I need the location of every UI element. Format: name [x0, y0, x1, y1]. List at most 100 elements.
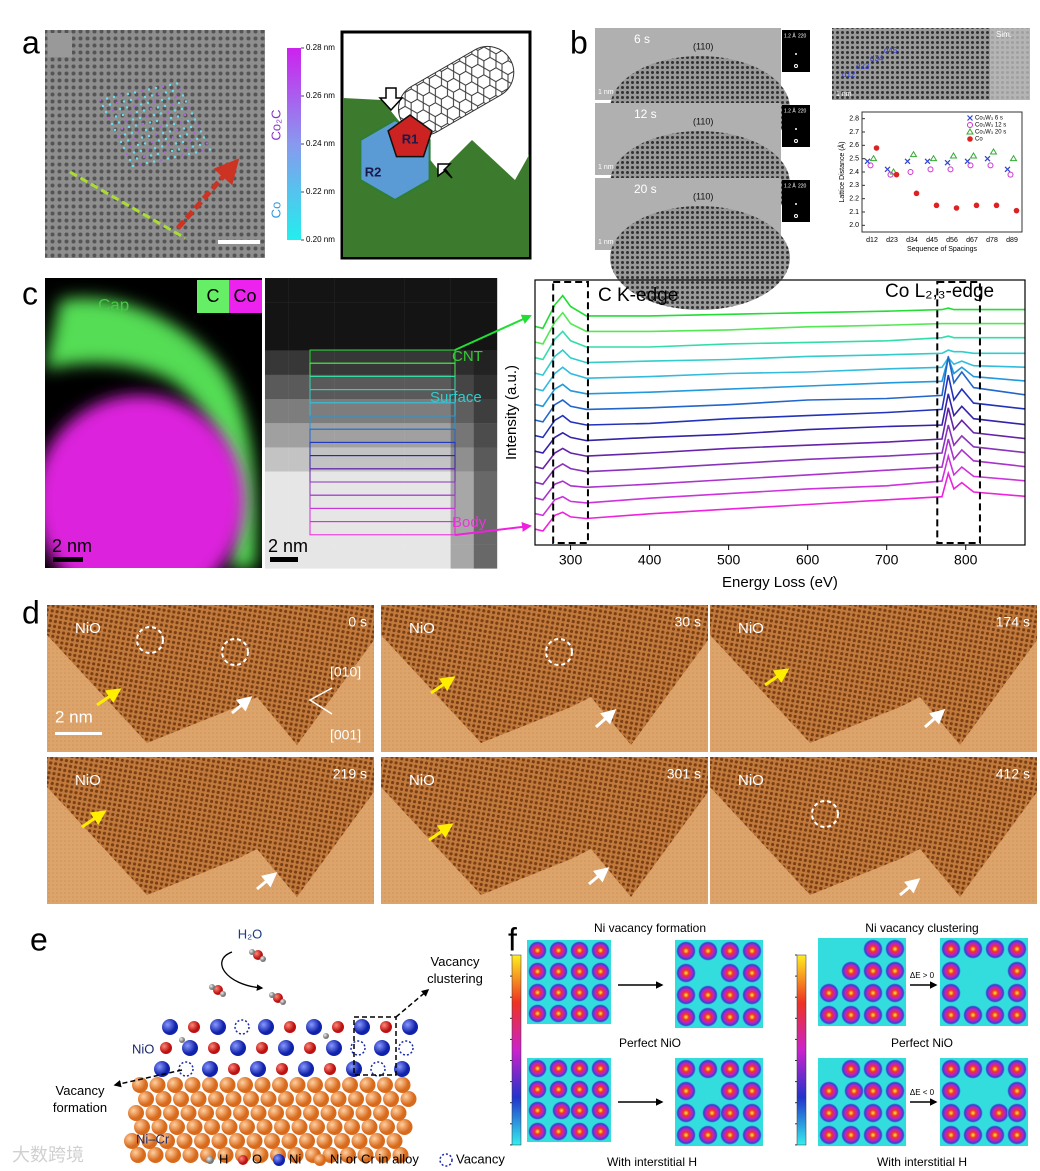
edge-region: [552, 281, 589, 544]
atom-alloy: [313, 1091, 329, 1107]
vacancy: [370, 1061, 386, 1077]
density-peak: [941, 1005, 961, 1025]
arrow: [595, 709, 617, 729]
density-peak: [591, 941, 610, 960]
atom-ni: [298, 1061, 314, 1077]
colorbar-tick-label: 0.24 nm: [306, 139, 335, 148]
map-label: Co: [233, 286, 256, 306]
atom-alloy: [180, 1105, 197, 1121]
haadf-pixel: [288, 278, 312, 303]
spectrum: [535, 356, 1025, 392]
lattice-dot: [199, 130, 203, 133]
lattice-dot: [179, 121, 183, 124]
lattice-dot: [142, 109, 146, 112]
phase-label: NiO: [409, 620, 435, 637]
haadf-pixel: [473, 399, 498, 424]
density-peak: [676, 1059, 696, 1079]
lattice-dot: [191, 145, 195, 148]
fft-spot: [794, 214, 798, 218]
data-point: [873, 145, 880, 151]
atom-alloy: [124, 1133, 140, 1149]
haadf-pixel: [450, 374, 474, 400]
atom-alloy: [316, 1133, 333, 1149]
nio-crystal: [47, 605, 374, 745]
atom-alloy: [338, 1105, 354, 1121]
atom-alloy: [239, 1119, 255, 1135]
density-peak: [863, 1103, 883, 1123]
density-peak: [742, 1081, 762, 1101]
atom-alloy: [295, 1091, 312, 1107]
atom-alloy: [303, 1105, 319, 1121]
atom-alloy: [208, 1091, 224, 1107]
atom-alloy: [204, 1119, 220, 1135]
x-tick-label: 400: [638, 552, 662, 568]
dashed-circle: [811, 800, 839, 828]
density-peak: [591, 983, 610, 1002]
atom-o: [256, 1042, 268, 1054]
atom-h: [323, 1033, 329, 1039]
density-peak: [528, 1004, 547, 1023]
frame-time: 6 s: [634, 32, 650, 46]
haadf-pixel: [381, 302, 405, 327]
layer-label: Ni–Cr: [136, 1131, 170, 1146]
arrow: [81, 810, 107, 829]
haadf-pixel: [311, 399, 335, 424]
density-peak: [885, 1081, 905, 1101]
density-peak: [698, 985, 718, 1005]
colorbar-tick-label: 0.22 nm: [306, 187, 335, 196]
y-axis-label: Lattice Distance (Å): [837, 141, 846, 202]
lattice-dot: [143, 95, 147, 99]
vacancy: [178, 1061, 194, 1077]
density-peak: [549, 1122, 568, 1141]
lattice-dot: [146, 148, 150, 151]
density-peak: [1007, 1103, 1027, 1123]
density-peak: [549, 1080, 568, 1099]
data-point: [893, 171, 900, 178]
haadf-pixel: [265, 278, 289, 303]
lattice-dot: [205, 142, 209, 145]
haadf-pixel: [427, 302, 451, 327]
frame-time: 301 s: [667, 766, 701, 782]
density-peak: [742, 985, 762, 1005]
data-point: [929, 154, 938, 162]
lattice-dot: [173, 155, 177, 159]
lattice-dot: [143, 142, 147, 145]
lattice-dot: [150, 140, 154, 144]
density-peak: [885, 961, 905, 981]
atom-alloy: [159, 1133, 175, 1149]
legend-atom: [273, 1154, 285, 1166]
frame-time: 219 s: [333, 766, 367, 782]
legend-atom: [238, 1155, 248, 1165]
haadf-pixel: [381, 278, 405, 303]
atom-alloy: [272, 1077, 288, 1093]
lattice-dot: [125, 152, 129, 156]
density-peak: [963, 1059, 983, 1079]
panel-label: d: [22, 594, 40, 630]
density-peak: [676, 1007, 696, 1027]
plane-label: (110): [693, 116, 713, 126]
row-label: With interstitial H: [607, 1155, 697, 1169]
density-peak: [698, 1125, 718, 1145]
direction-label: [010]: [330, 664, 361, 680]
haadf-pixel: [288, 423, 312, 448]
haadf-pixel: [288, 447, 312, 472]
haadf-pixel: [381, 520, 405, 545]
haadf-pixel: [450, 544, 474, 569]
haadf-pixel: [357, 278, 382, 303]
atom-alloy: [396, 1119, 413, 1135]
lattice-dot: [129, 98, 133, 102]
phase-label: Co₂C: [268, 109, 283, 140]
lattice-dot: [187, 152, 191, 156]
region-label: CNT: [452, 348, 483, 365]
atom-ni: [278, 1040, 294, 1056]
lattice-dot: [156, 106, 160, 109]
scale-label: 2 nm: [52, 536, 92, 556]
lattice-dot: [152, 113, 156, 117]
density-peak: [698, 941, 718, 961]
lattice-dot: [167, 97, 171, 100]
haadf-pixel: [427, 423, 451, 448]
arrow: [256, 872, 278, 891]
density-peak: [570, 941, 589, 960]
scale-bar: [53, 557, 83, 562]
callout: [395, 989, 430, 1018]
